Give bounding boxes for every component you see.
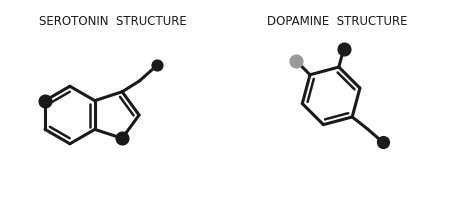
Text: SEROTONIN  STRUCTURE: SEROTONIN STRUCTURE [39,15,186,28]
Point [154,63,161,67]
Point [340,47,347,50]
Text: DOPAMINE  STRUCTURE: DOPAMINE STRUCTURE [267,15,408,28]
Point [41,99,49,102]
Point [118,137,126,140]
Point [293,59,300,63]
Point [379,141,387,144]
